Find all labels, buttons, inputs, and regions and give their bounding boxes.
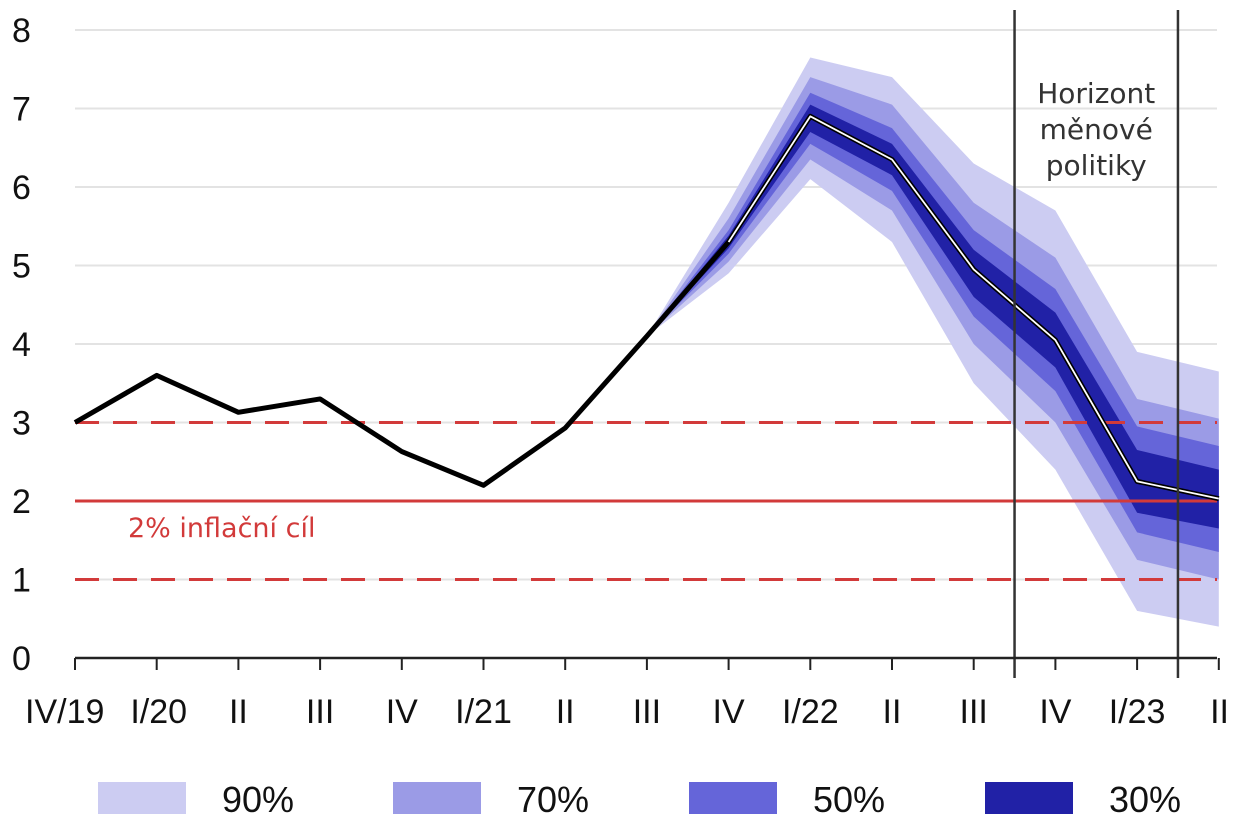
- inflation-target: 2% inflační cíl: [75, 421, 1217, 581]
- x-tick-label: IV: [1039, 693, 1071, 731]
- legend: 90% 70% 50% 30%: [98, 779, 1181, 818]
- x-tick-label: III: [960, 693, 988, 731]
- y-tick-label: 6: [12, 169, 31, 207]
- x-tick-label: I/23: [1109, 693, 1166, 731]
- inflation-line: [73, 113, 1220, 502]
- x-tick-label: IV: [713, 693, 745, 731]
- horizon-label-line: politiky: [1046, 149, 1147, 182]
- legend-swatch-30: [985, 782, 1073, 814]
- y-tick-label: 3: [12, 405, 31, 443]
- x-tick-label: I/22: [782, 693, 839, 731]
- legend-swatch-70: [393, 782, 481, 814]
- y-tick-label: 2: [12, 483, 31, 521]
- y-tick-label: 0: [12, 640, 31, 678]
- legend-swatch-50: [689, 782, 777, 814]
- fan-band-70: [646, 77, 1219, 580]
- x-tick-label: III: [306, 693, 334, 731]
- y-tick-label: 1: [12, 562, 31, 600]
- x-tick-label: IV/19: [25, 693, 104, 731]
- x-tick-label: II: [229, 693, 248, 731]
- x-tick-label: II: [556, 693, 575, 731]
- x-tick-label: II: [883, 693, 902, 731]
- y-tick-label: 8: [12, 12, 31, 50]
- x-tick-label: IV: [386, 693, 418, 731]
- x-tick-label: I/20: [130, 693, 187, 731]
- horizon-label-line: Horizont: [1037, 77, 1155, 110]
- legend-label: 30%: [1109, 779, 1181, 818]
- y-tick-label: 7: [12, 91, 31, 129]
- forecast-core-line: [727, 115, 1219, 500]
- x-tick-label: II: [1210, 693, 1229, 731]
- legend-label: 90%: [222, 779, 294, 818]
- horizon-label-line: měnové: [1040, 113, 1153, 146]
- y-tick-label: 5: [12, 248, 31, 286]
- legend-swatch-90: [98, 782, 186, 814]
- y-tick-label: 4: [12, 326, 31, 364]
- legend-label: 70%: [517, 779, 589, 818]
- x-tick-label: I/21: [455, 693, 512, 731]
- fan-band-90: [646, 57, 1219, 627]
- legend-label: 50%: [813, 779, 885, 818]
- target-label: 2% inflační cíl: [128, 513, 315, 544]
- x-tick-label: III: [633, 693, 661, 731]
